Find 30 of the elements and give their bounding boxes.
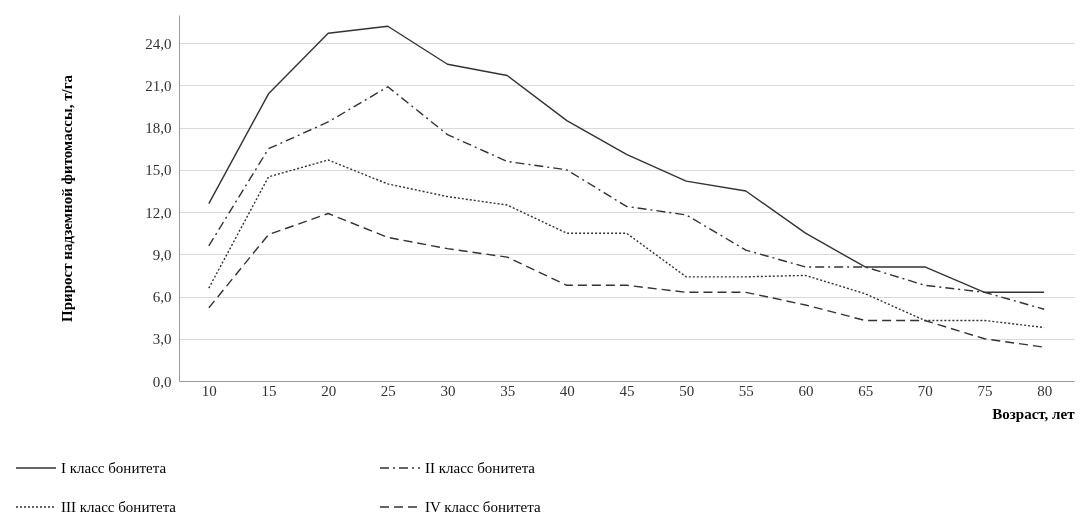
x-tick-label: 55 bbox=[738, 382, 754, 399]
x-tick-label: 75 bbox=[977, 382, 993, 399]
x-tick-label: 30 bbox=[440, 382, 456, 399]
x-tick-label: 10 bbox=[201, 382, 217, 399]
x-tick-label: 70 bbox=[917, 382, 933, 399]
y-tick-label: 24,0 bbox=[145, 35, 172, 52]
y-tick-label: 12,0 bbox=[145, 204, 172, 221]
x-tick-label: 40 bbox=[559, 382, 575, 399]
legend-label: III класс бонитета bbox=[61, 499, 177, 515]
x-tick-label: 50 bbox=[679, 382, 695, 399]
y-tick-label: 15,0 bbox=[145, 162, 172, 179]
x-tick-label: 20 bbox=[321, 382, 337, 399]
x-tick-label: 65 bbox=[858, 382, 874, 399]
y-tick-label: 9,0 bbox=[152, 246, 172, 263]
x-axis-title: Возраст, лет bbox=[992, 405, 1076, 422]
y-tick-label: 18,0 bbox=[145, 120, 172, 137]
x-tick-label: 60 bbox=[798, 382, 814, 399]
legend-label: II класс бонитета bbox=[425, 460, 536, 476]
y-tick-label: 6,0 bbox=[152, 289, 172, 306]
legend-label: IV класс бонитета bbox=[425, 499, 541, 515]
x-tick-label: 80 bbox=[1037, 382, 1053, 399]
x-tick-label: 25 bbox=[380, 382, 396, 399]
y-tick-label: 3,0 bbox=[152, 331, 172, 348]
x-tick-label: 45 bbox=[619, 382, 635, 399]
y-tick-label: 21,0 bbox=[145, 77, 172, 94]
y-axis-title: Прирост надземной фитомассы, т/га bbox=[59, 74, 76, 323]
x-tick-label: 15 bbox=[261, 382, 277, 399]
legend-label: I класс бонитета bbox=[61, 460, 167, 476]
x-tick-label: 35 bbox=[500, 382, 516, 399]
y-tick-label: 0,0 bbox=[152, 373, 172, 390]
